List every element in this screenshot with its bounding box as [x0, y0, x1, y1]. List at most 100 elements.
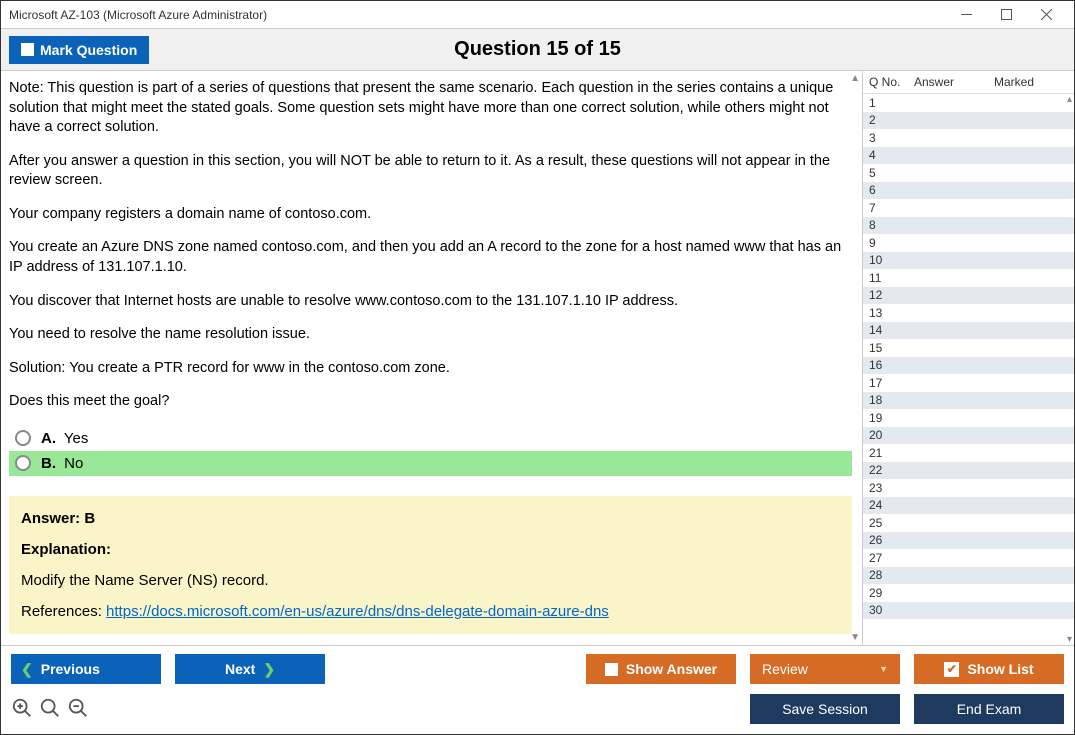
scroll-down-icon[interactable]: ▼	[850, 632, 860, 643]
previous-button[interactable]: ❮ Previous	[11, 654, 161, 684]
end-exam-label: End Exam	[957, 701, 1022, 717]
checkbox-icon	[21, 43, 34, 56]
question-paragraph: After you answer a question in this sect…	[9, 152, 852, 191]
question-text: Note: This question is part of a series …	[9, 79, 852, 412]
app-window: Microsoft AZ-103 (Microsoft Azure Admini…	[0, 0, 1075, 735]
references-label: References:	[21, 603, 106, 620]
list-qno: 28	[869, 568, 914, 582]
option-row[interactable]: A. Yes	[9, 426, 852, 451]
list-row[interactable]: 30	[863, 602, 1074, 620]
col-qno-header: Q No.	[869, 75, 914, 89]
list-qno: 26	[869, 533, 914, 547]
titlebar: Microsoft AZ-103 (Microsoft Azure Admini…	[1, 1, 1074, 29]
question-paragraph: Solution: You create a PTR record for ww…	[9, 359, 852, 379]
list-row[interactable]: 23	[863, 479, 1074, 497]
question-list[interactable]: ▴ ▾ 123456789101112131415161718192021222…	[863, 94, 1074, 645]
list-row[interactable]: 17	[863, 374, 1074, 392]
footer: ❮ Previous Next ❯ Show Answer Review ▼ ✔…	[1, 645, 1074, 734]
list-row[interactable]: 18	[863, 392, 1074, 410]
scroll-up-icon[interactable]: ▲	[850, 73, 860, 84]
col-answer-header: Answer	[914, 75, 994, 89]
list-row[interactable]: 9	[863, 234, 1074, 252]
minimize-button[interactable]	[946, 1, 986, 29]
radio-icon	[15, 430, 31, 446]
list-row[interactable]: 28	[863, 567, 1074, 585]
list-row[interactable]: 10	[863, 252, 1074, 270]
list-row[interactable]: 19	[863, 409, 1074, 427]
list-qno: 3	[869, 131, 914, 145]
next-button[interactable]: Next ❯	[175, 654, 325, 684]
list-row[interactable]: 25	[863, 514, 1074, 532]
list-qno: 21	[869, 446, 914, 460]
list-row[interactable]: 26	[863, 532, 1074, 550]
checkbox-icon	[605, 663, 618, 676]
show-list-button[interactable]: ✔ Show List	[914, 654, 1064, 684]
review-dropdown[interactable]: Review ▼	[750, 654, 900, 684]
list-row[interactable]: 13	[863, 304, 1074, 322]
list-row[interactable]: 14	[863, 322, 1074, 340]
list-row[interactable]: 1	[863, 94, 1074, 112]
list-row[interactable]: 27	[863, 549, 1074, 567]
list-qno: 14	[869, 323, 914, 337]
list-row[interactable]: 8	[863, 217, 1074, 235]
zoom-in-icon[interactable]	[11, 697, 33, 722]
references-line: References: https://docs.microsoft.com/e…	[21, 603, 840, 620]
button-row-1: ❮ Previous Next ❯ Show Answer Review ▼ ✔…	[11, 654, 1064, 684]
zoom-reset-icon[interactable]	[39, 697, 61, 722]
list-qno: 5	[869, 166, 914, 180]
list-qno: 17	[869, 376, 914, 390]
dropdown-icon: ▼	[879, 664, 888, 674]
list-row[interactable]: 29	[863, 584, 1074, 602]
header-bar: Mark Question Question 15 of 15	[1, 29, 1074, 71]
list-qno: 20	[869, 428, 914, 442]
end-exam-button[interactable]: End Exam	[914, 694, 1064, 724]
mark-question-label: Mark Question	[40, 42, 137, 58]
list-row[interactable]: 12	[863, 287, 1074, 305]
answer-box: Answer: B Explanation: Modify the Name S…	[9, 496, 852, 634]
list-row[interactable]: 20	[863, 427, 1074, 445]
list-qno: 18	[869, 393, 914, 407]
list-row[interactable]: 6	[863, 182, 1074, 200]
list-row[interactable]: 24	[863, 497, 1074, 515]
mark-question-button[interactable]: Mark Question	[9, 36, 149, 64]
list-scroll-down-icon[interactable]: ▾	[1067, 634, 1072, 645]
window-controls	[946, 1, 1066, 29]
list-scroll-up-icon[interactable]: ▴	[1067, 94, 1072, 105]
zoom-controls	[11, 697, 89, 722]
question-heading: Question 15 of 15	[454, 38, 621, 61]
question-scroll[interactable]: ▲ Note: This question is part of a serie…	[1, 71, 862, 645]
list-row[interactable]: 2	[863, 112, 1074, 130]
chevron-right-icon: ❯	[263, 661, 275, 678]
list-qno: 7	[869, 201, 914, 215]
zoom-out-icon[interactable]	[67, 697, 89, 722]
button-row-2: Save Session End Exam	[11, 694, 1064, 724]
show-list-label: Show List	[967, 661, 1033, 677]
next-label: Next	[225, 661, 255, 677]
question-paragraph: You need to resolve the name resolution …	[9, 325, 852, 345]
list-row[interactable]: 11	[863, 269, 1074, 287]
list-row[interactable]: 3	[863, 129, 1074, 147]
show-answer-button[interactable]: Show Answer	[586, 654, 736, 684]
list-qno: 11	[869, 271, 914, 285]
list-row[interactable]: 5	[863, 164, 1074, 182]
option-row[interactable]: B. No	[9, 451, 852, 476]
list-row[interactable]: 4	[863, 147, 1074, 165]
list-qno: 15	[869, 341, 914, 355]
list-row[interactable]: 22	[863, 462, 1074, 480]
option-text: B. No	[41, 455, 83, 472]
chevron-left-icon: ❮	[21, 661, 33, 678]
references-link[interactable]: https://docs.microsoft.com/en-us/azure/d…	[106, 603, 609, 620]
save-session-label: Save Session	[782, 701, 868, 717]
close-button[interactable]	[1026, 1, 1066, 29]
explanation-label: Explanation:	[21, 541, 840, 558]
list-row[interactable]: 7	[863, 199, 1074, 217]
review-label: Review	[762, 661, 808, 677]
list-row[interactable]: 21	[863, 444, 1074, 462]
question-list-panel: Q No. Answer Marked ▴ ▾ 1234567891011121…	[862, 71, 1074, 645]
question-paragraph: Your company registers a domain name of …	[9, 205, 852, 225]
list-row[interactable]: 15	[863, 339, 1074, 357]
save-session-button[interactable]: Save Session	[750, 694, 900, 724]
list-row[interactable]: 16	[863, 357, 1074, 375]
maximize-button[interactable]	[986, 1, 1026, 29]
radio-icon	[15, 455, 31, 471]
